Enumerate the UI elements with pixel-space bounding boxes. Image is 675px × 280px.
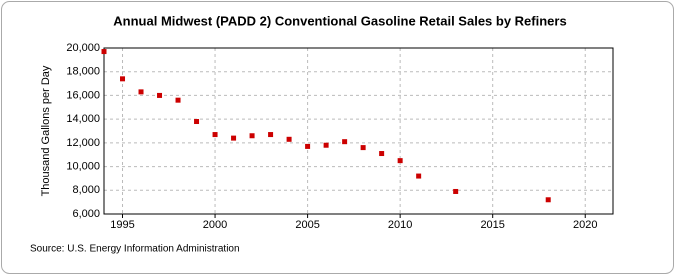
point [157, 92, 163, 98]
y-tick-label: 8,000 [72, 184, 100, 196]
point [286, 136, 292, 142]
point [212, 132, 218, 138]
point [231, 135, 237, 141]
point [379, 151, 385, 157]
point [453, 188, 459, 194]
point [120, 76, 126, 82]
point [397, 158, 403, 164]
x-tick-label: 2020 [573, 219, 597, 231]
point [138, 89, 144, 95]
point [101, 49, 107, 55]
point [249, 133, 255, 139]
y-axis-title: Thousand Gallons per Day [40, 65, 52, 196]
y-tick-label: 10,000 [66, 160, 100, 172]
source-note: Source: U.S. Energy Information Administ… [30, 244, 240, 255]
point [175, 97, 181, 103]
y-tick-label: 12,000 [66, 137, 100, 149]
x-tick-label: 1995 [110, 219, 134, 231]
chart-title: Annual Midwest (PADD 2) Conventional Gas… [113, 13, 566, 28]
x-tick-label: 2010 [388, 219, 412, 231]
frame [1, 1, 674, 274]
x-tick-label: 2005 [295, 219, 319, 231]
x-tick-label: 2015 [480, 219, 504, 231]
y-tick-label: 6,000 [72, 208, 100, 220]
point [305, 143, 311, 149]
point [416, 173, 422, 179]
point [194, 119, 200, 125]
y-tick-label: 14,000 [66, 113, 100, 125]
y-tick-label: 20,000 [66, 42, 100, 54]
point [323, 142, 329, 148]
point [360, 145, 366, 151]
point [268, 132, 274, 138]
point [545, 197, 551, 203]
y-tick-label: 18,000 [66, 66, 100, 78]
x-tick-label: 2000 [203, 219, 227, 231]
point [342, 139, 348, 145]
plot-area [103, 47, 614, 215]
y-tick-label: 16,000 [66, 89, 100, 101]
